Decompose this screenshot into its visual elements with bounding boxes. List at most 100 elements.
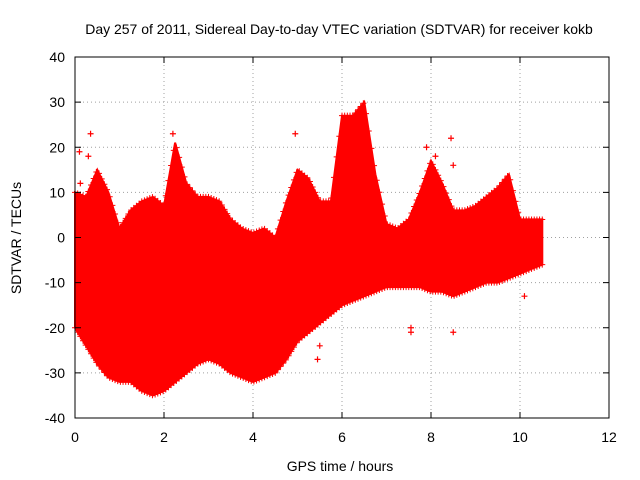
data-point	[253, 228, 260, 235]
data-point	[509, 187, 516, 194]
data-point-outlier	[169, 130, 176, 137]
data-point	[475, 283, 482, 290]
data-point	[96, 363, 103, 370]
y-tick-label: 30	[49, 94, 65, 110]
data-point-outlier	[521, 293, 528, 300]
data-point	[293, 339, 300, 346]
data-point	[360, 293, 367, 300]
data-point	[208, 194, 215, 201]
data-point	[539, 216, 546, 223]
data-point	[363, 292, 370, 299]
data-point	[213, 197, 220, 204]
data-point	[392, 224, 399, 231]
y-axis-label: SDTVAR / TECUs	[8, 182, 24, 294]
data-point	[90, 175, 97, 182]
data-point	[290, 344, 297, 351]
data-point-outlier	[85, 153, 92, 160]
data-point	[357, 294, 364, 301]
data-point	[197, 359, 204, 366]
data-point	[264, 373, 271, 380]
data-point	[480, 280, 487, 287]
y-tick-label: 20	[49, 139, 65, 155]
data-point	[114, 219, 121, 226]
data-point	[144, 390, 151, 397]
data-point	[256, 227, 263, 234]
data-point	[429, 161, 436, 168]
data-point	[525, 266, 532, 273]
data-point	[213, 359, 220, 366]
x-tick-label: 0	[71, 429, 79, 445]
data-point	[146, 195, 153, 202]
data-point	[467, 286, 474, 293]
data-point	[125, 211, 132, 218]
data-point	[253, 377, 260, 384]
data-point	[464, 206, 471, 213]
data-point	[93, 168, 100, 175]
data-point	[109, 376, 116, 383]
data-point	[416, 284, 423, 291]
data-point	[381, 213, 388, 220]
data-point	[226, 369, 233, 376]
data-point	[242, 227, 249, 234]
data-point	[144, 196, 151, 203]
data-point	[160, 202, 167, 209]
data-point	[122, 215, 129, 222]
data-point	[533, 263, 540, 270]
data-point	[453, 291, 460, 298]
data-point	[256, 376, 263, 383]
data-point	[437, 177, 444, 184]
data-point	[381, 284, 388, 291]
data-point	[512, 272, 519, 279]
data-point	[501, 176, 508, 183]
axes: 0 2 4 6 8 10 12 -40 -30 -20 -10 0 10 20 30 40	[45, 49, 617, 445]
data-point	[98, 175, 105, 182]
data-point	[112, 377, 119, 384]
data-point	[250, 229, 257, 236]
data-point	[146, 391, 153, 398]
data-point-outlier	[236, 234, 243, 241]
data-point	[531, 264, 538, 271]
data-point	[347, 298, 354, 305]
data-point	[435, 172, 442, 179]
data-point	[77, 333, 84, 340]
data-point	[467, 205, 474, 212]
data-point	[85, 188, 92, 195]
data-point	[472, 284, 479, 291]
data-point-outlier	[432, 153, 439, 160]
data-point	[344, 300, 351, 307]
data-point	[240, 226, 247, 233]
data-point	[373, 177, 380, 184]
data-point	[507, 176, 514, 183]
data-point	[373, 288, 380, 295]
data-point	[285, 192, 292, 199]
data-point	[229, 370, 236, 377]
data-point	[258, 375, 265, 382]
data-point	[504, 275, 511, 282]
data-point	[376, 287, 383, 294]
data-point	[459, 289, 466, 296]
data-point	[469, 203, 476, 210]
data-point	[456, 290, 463, 297]
data-point	[88, 181, 95, 188]
data-point	[371, 162, 378, 169]
plot-area	[72, 99, 546, 399]
data-point	[205, 356, 212, 363]
data-point	[360, 100, 367, 107]
data-point-outlier	[76, 148, 83, 155]
data-point	[355, 106, 362, 113]
x-tick-label: 8	[427, 429, 435, 445]
data-point-outlier	[448, 135, 455, 142]
data-point	[98, 366, 105, 373]
y-tick-label: -30	[45, 365, 65, 381]
x-tick-label: 2	[160, 429, 168, 445]
data-point	[411, 203, 418, 210]
data-point	[74, 190, 81, 197]
data-point-outlier	[316, 342, 323, 349]
data-point	[333, 153, 340, 160]
data-point	[512, 198, 519, 205]
data-point	[74, 329, 81, 336]
data-point	[539, 261, 546, 268]
data-point	[272, 369, 279, 376]
data-point	[192, 191, 199, 198]
y-tick-label: 0	[57, 230, 65, 246]
